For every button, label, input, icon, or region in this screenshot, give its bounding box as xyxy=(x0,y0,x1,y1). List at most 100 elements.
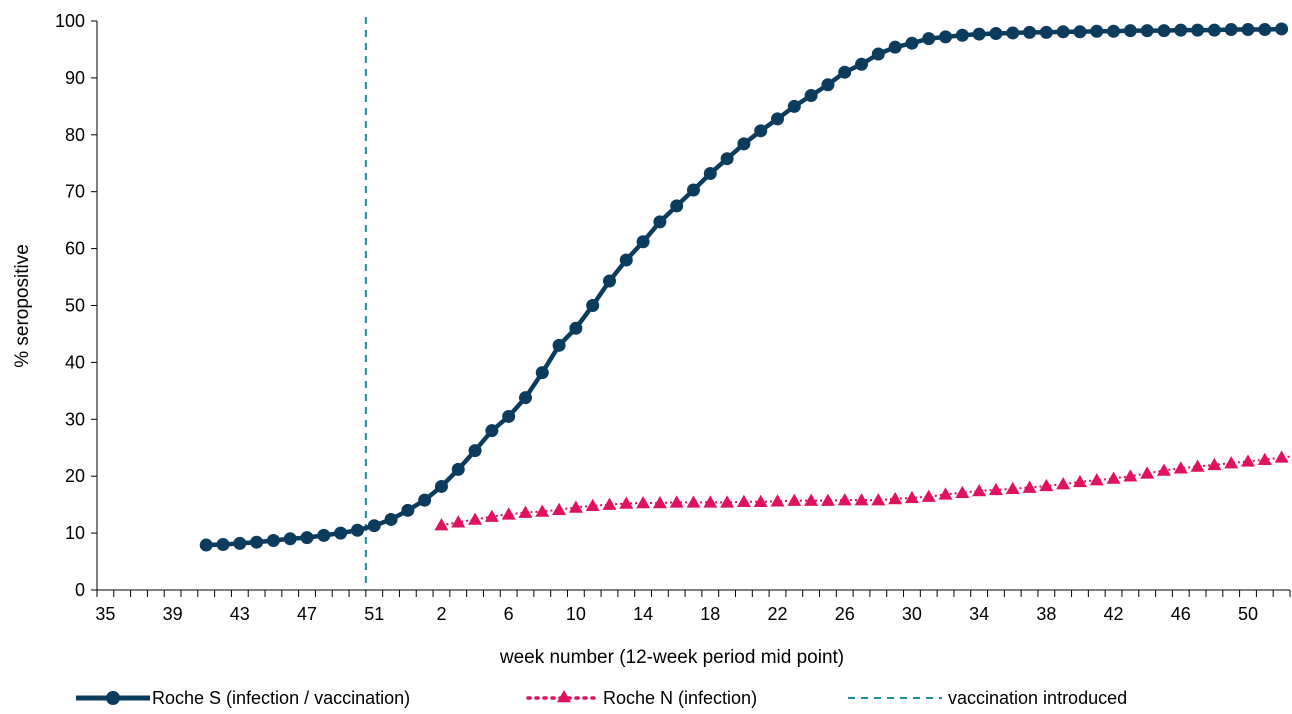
data-point-roche-s xyxy=(1140,24,1154,38)
x-tick-label: 51 xyxy=(364,604,384,624)
data-point-roche-s xyxy=(367,519,381,533)
data-point-roche-s xyxy=(1090,24,1104,38)
data-point-roche-s xyxy=(1039,25,1053,39)
data-point-roche-s xyxy=(1023,25,1037,39)
data-point-roche-s xyxy=(619,253,633,267)
data-point-roche-s xyxy=(401,503,415,517)
y-tick-label: 80 xyxy=(65,125,85,145)
data-point-roche-n xyxy=(568,500,583,513)
data-point-roche-s xyxy=(1207,23,1221,37)
data-point-roche-s xyxy=(888,40,902,54)
data-point-roche-n xyxy=(434,518,449,531)
data-point-roche-s xyxy=(1258,23,1272,37)
series-roche-n xyxy=(434,450,1292,531)
data-point-roche-s xyxy=(266,533,280,547)
data-point-roche-n xyxy=(921,489,936,502)
data-point-roche-s xyxy=(754,124,768,138)
data-point-roche-s xyxy=(771,112,785,126)
data-point-roche-s xyxy=(1006,26,1020,40)
data-point-roche-n xyxy=(619,496,634,509)
data-point-roche-n xyxy=(1156,463,1171,476)
y-tick-label: 10 xyxy=(65,523,85,543)
data-point-roche-s xyxy=(636,235,650,249)
data-point-roche-s xyxy=(216,537,230,551)
data-point-roche-s xyxy=(451,462,465,476)
x-tick-label: 42 xyxy=(1104,604,1124,624)
data-point-roche-n xyxy=(1240,454,1255,467)
data-point-roche-n xyxy=(468,512,483,525)
x-tick-label: 30 xyxy=(902,604,922,624)
data-point-roche-n xyxy=(1123,469,1138,482)
y-tick-label: 100 xyxy=(55,11,85,31)
data-point-roche-n xyxy=(585,498,600,512)
y-tick-label: 50 xyxy=(65,296,85,316)
x-tick-label: 35 xyxy=(95,604,115,624)
x-axis-title: week number (12-week period mid point) xyxy=(499,647,844,668)
x-tick-label: 6 xyxy=(504,604,514,624)
data-point-roche-s xyxy=(653,215,667,229)
data-point-roche-s xyxy=(821,78,835,92)
data-point-roche-s xyxy=(922,32,936,46)
data-point-roche-s xyxy=(972,27,986,41)
data-point-roche-s xyxy=(1157,24,1171,38)
y-tick-label: 20 xyxy=(65,466,85,486)
data-point-roche-s xyxy=(199,538,213,552)
data-point-roche-s xyxy=(787,99,801,113)
data-point-roche-n xyxy=(652,495,667,509)
data-point-roche-s xyxy=(418,493,432,507)
data-point-roche-n xyxy=(1106,471,1121,484)
data-point-roche-s xyxy=(703,166,717,180)
y-tick-label: 40 xyxy=(65,352,85,372)
data-point-roche-s xyxy=(1174,23,1188,37)
x-tick-label: 50 xyxy=(1238,604,1258,624)
series-roche-s xyxy=(199,22,1289,552)
data-point-roche-n xyxy=(820,493,835,506)
data-point-roche-s xyxy=(552,338,566,352)
legend-marker-roche-n xyxy=(557,690,571,703)
data-point-roche-n xyxy=(888,491,903,505)
legend-item-roche-s: Roche S (infection / vaccination) xyxy=(76,688,410,708)
data-point-roche-s xyxy=(871,47,885,61)
data-point-roche-s xyxy=(955,28,969,42)
data-point-roche-s xyxy=(720,152,734,166)
data-point-roche-s xyxy=(283,532,297,546)
data-point-roche-n xyxy=(837,493,852,506)
legend-item-vaccination: vaccination introduced xyxy=(848,688,1127,708)
data-point-roche-s xyxy=(518,391,532,405)
data-point-roche-s xyxy=(804,89,818,103)
data-point-roche-n xyxy=(602,497,617,510)
data-point-roche-n xyxy=(720,495,735,508)
data-point-roche-n xyxy=(636,495,651,509)
legend-label-roche-s: Roche S (infection / vaccination) xyxy=(152,688,410,708)
y-tick-label: 70 xyxy=(65,182,85,202)
data-point-roche-n xyxy=(938,487,953,500)
data-point-roche-n xyxy=(1039,478,1054,492)
data-point-roche-s xyxy=(670,199,684,213)
data-point-roche-s xyxy=(586,299,600,312)
data-point-roche-n xyxy=(1140,466,1155,479)
x-tick-label: 38 xyxy=(1036,604,1056,624)
data-point-roche-s xyxy=(569,321,583,335)
data-point-roche-n xyxy=(451,515,466,528)
y-tick-label: 90 xyxy=(65,68,85,88)
data-point-roche-s xyxy=(602,274,616,288)
data-point-roche-s xyxy=(905,36,919,50)
x-tick-label: 26 xyxy=(835,604,855,624)
data-point-roche-n xyxy=(854,493,869,506)
data-point-roche-n xyxy=(787,493,802,506)
data-point-roche-s xyxy=(989,27,1003,41)
series-roche-s-line xyxy=(206,26,1282,548)
x-tick-label: 39 xyxy=(163,604,183,624)
data-point-roche-n xyxy=(804,493,819,506)
data-point-roche-n xyxy=(484,509,499,522)
data-point-roche-s xyxy=(1056,25,1070,39)
data-point-roche-s xyxy=(434,479,448,493)
data-point-roche-s xyxy=(535,366,549,380)
data-point-roche-s xyxy=(1275,22,1289,36)
data-point-roche-s xyxy=(334,526,348,540)
x-tick-label: 46 xyxy=(1171,604,1191,624)
y-axis-ticks: 0 10 20 30 40 50 60 70 80 90 100 xyxy=(55,11,97,600)
x-tick-label: 14 xyxy=(633,604,653,624)
data-point-roche-n xyxy=(904,490,919,504)
data-point-roche-s xyxy=(737,137,751,151)
